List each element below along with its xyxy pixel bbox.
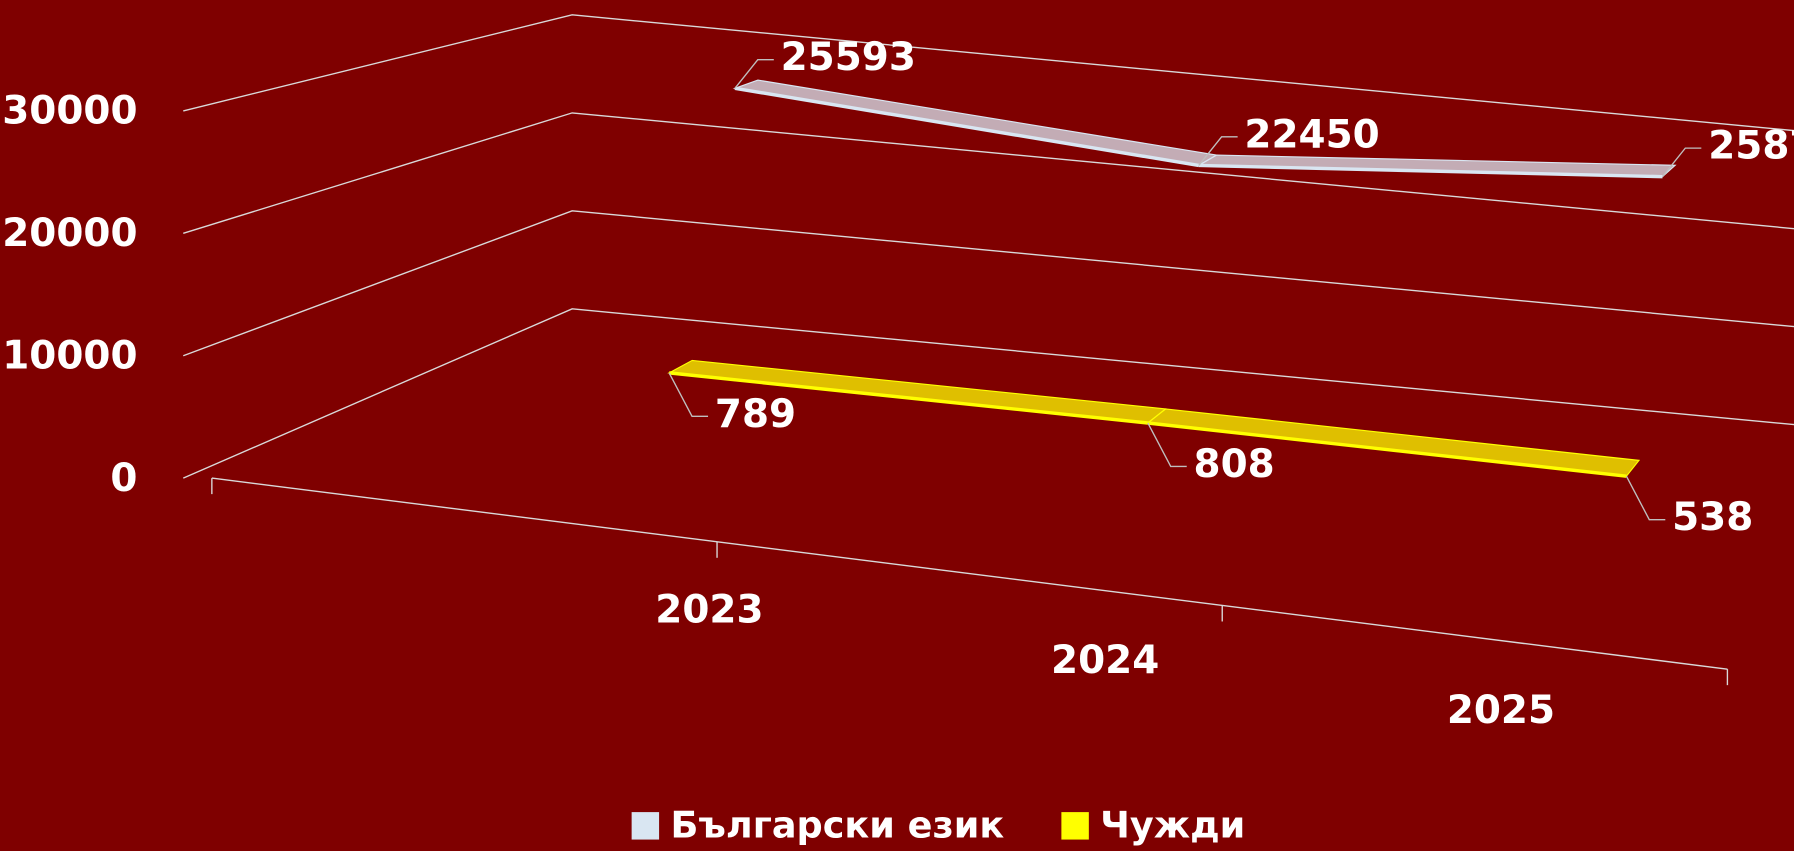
y-tick-label: 10000 <box>2 334 137 379</box>
leader-line <box>1198 136 1238 166</box>
data-label: 22450 <box>1244 112 1379 157</box>
leader-line <box>1147 422 1187 468</box>
ribbon-edge <box>1198 163 1663 179</box>
legend-swatch <box>1061 812 1089 840</box>
data-label: 789 <box>715 392 796 437</box>
legend-swatch <box>631 812 660 840</box>
data-label: 538 <box>1672 495 1753 540</box>
ribbon-edge <box>669 371 1148 425</box>
x-tick-label: 2023 <box>655 587 763 632</box>
leader-line <box>668 372 709 418</box>
ribbon-edge <box>734 86 1199 168</box>
grid-line <box>183 112 1794 234</box>
legend-label: Чужди <box>1100 803 1245 846</box>
labels: 2023 2024 2025 25593 22450 25872 789 808 538 <box>655 35 1794 733</box>
leader-line <box>734 59 774 89</box>
leader-line <box>1625 475 1666 521</box>
grid-line <box>183 14 1794 132</box>
x-tick-label: 2025 <box>1447 688 1555 733</box>
y-tick-label: 30000 <box>2 89 137 134</box>
grid-line <box>182 308 1794 479</box>
grid: 0 10000 20000 30000 <box>2 14 1794 686</box>
grid-line <box>183 210 1794 357</box>
legend-label: Български език <box>671 803 1005 846</box>
y-tick-label: 20000 <box>2 211 137 256</box>
data-label: 808 <box>1194 442 1275 487</box>
x-axis-line <box>211 477 1728 670</box>
data-label: 25593 <box>781 35 916 80</box>
legend: Български език Чужди <box>631 803 1245 846</box>
data-label: 25872 <box>1708 124 1794 169</box>
x-tick-label: 2024 <box>1051 638 1159 683</box>
leader-line <box>1661 147 1702 178</box>
ribbon-edge <box>1147 421 1627 478</box>
plot <box>667 79 1677 478</box>
y-tick-label: 0 <box>110 456 137 501</box>
